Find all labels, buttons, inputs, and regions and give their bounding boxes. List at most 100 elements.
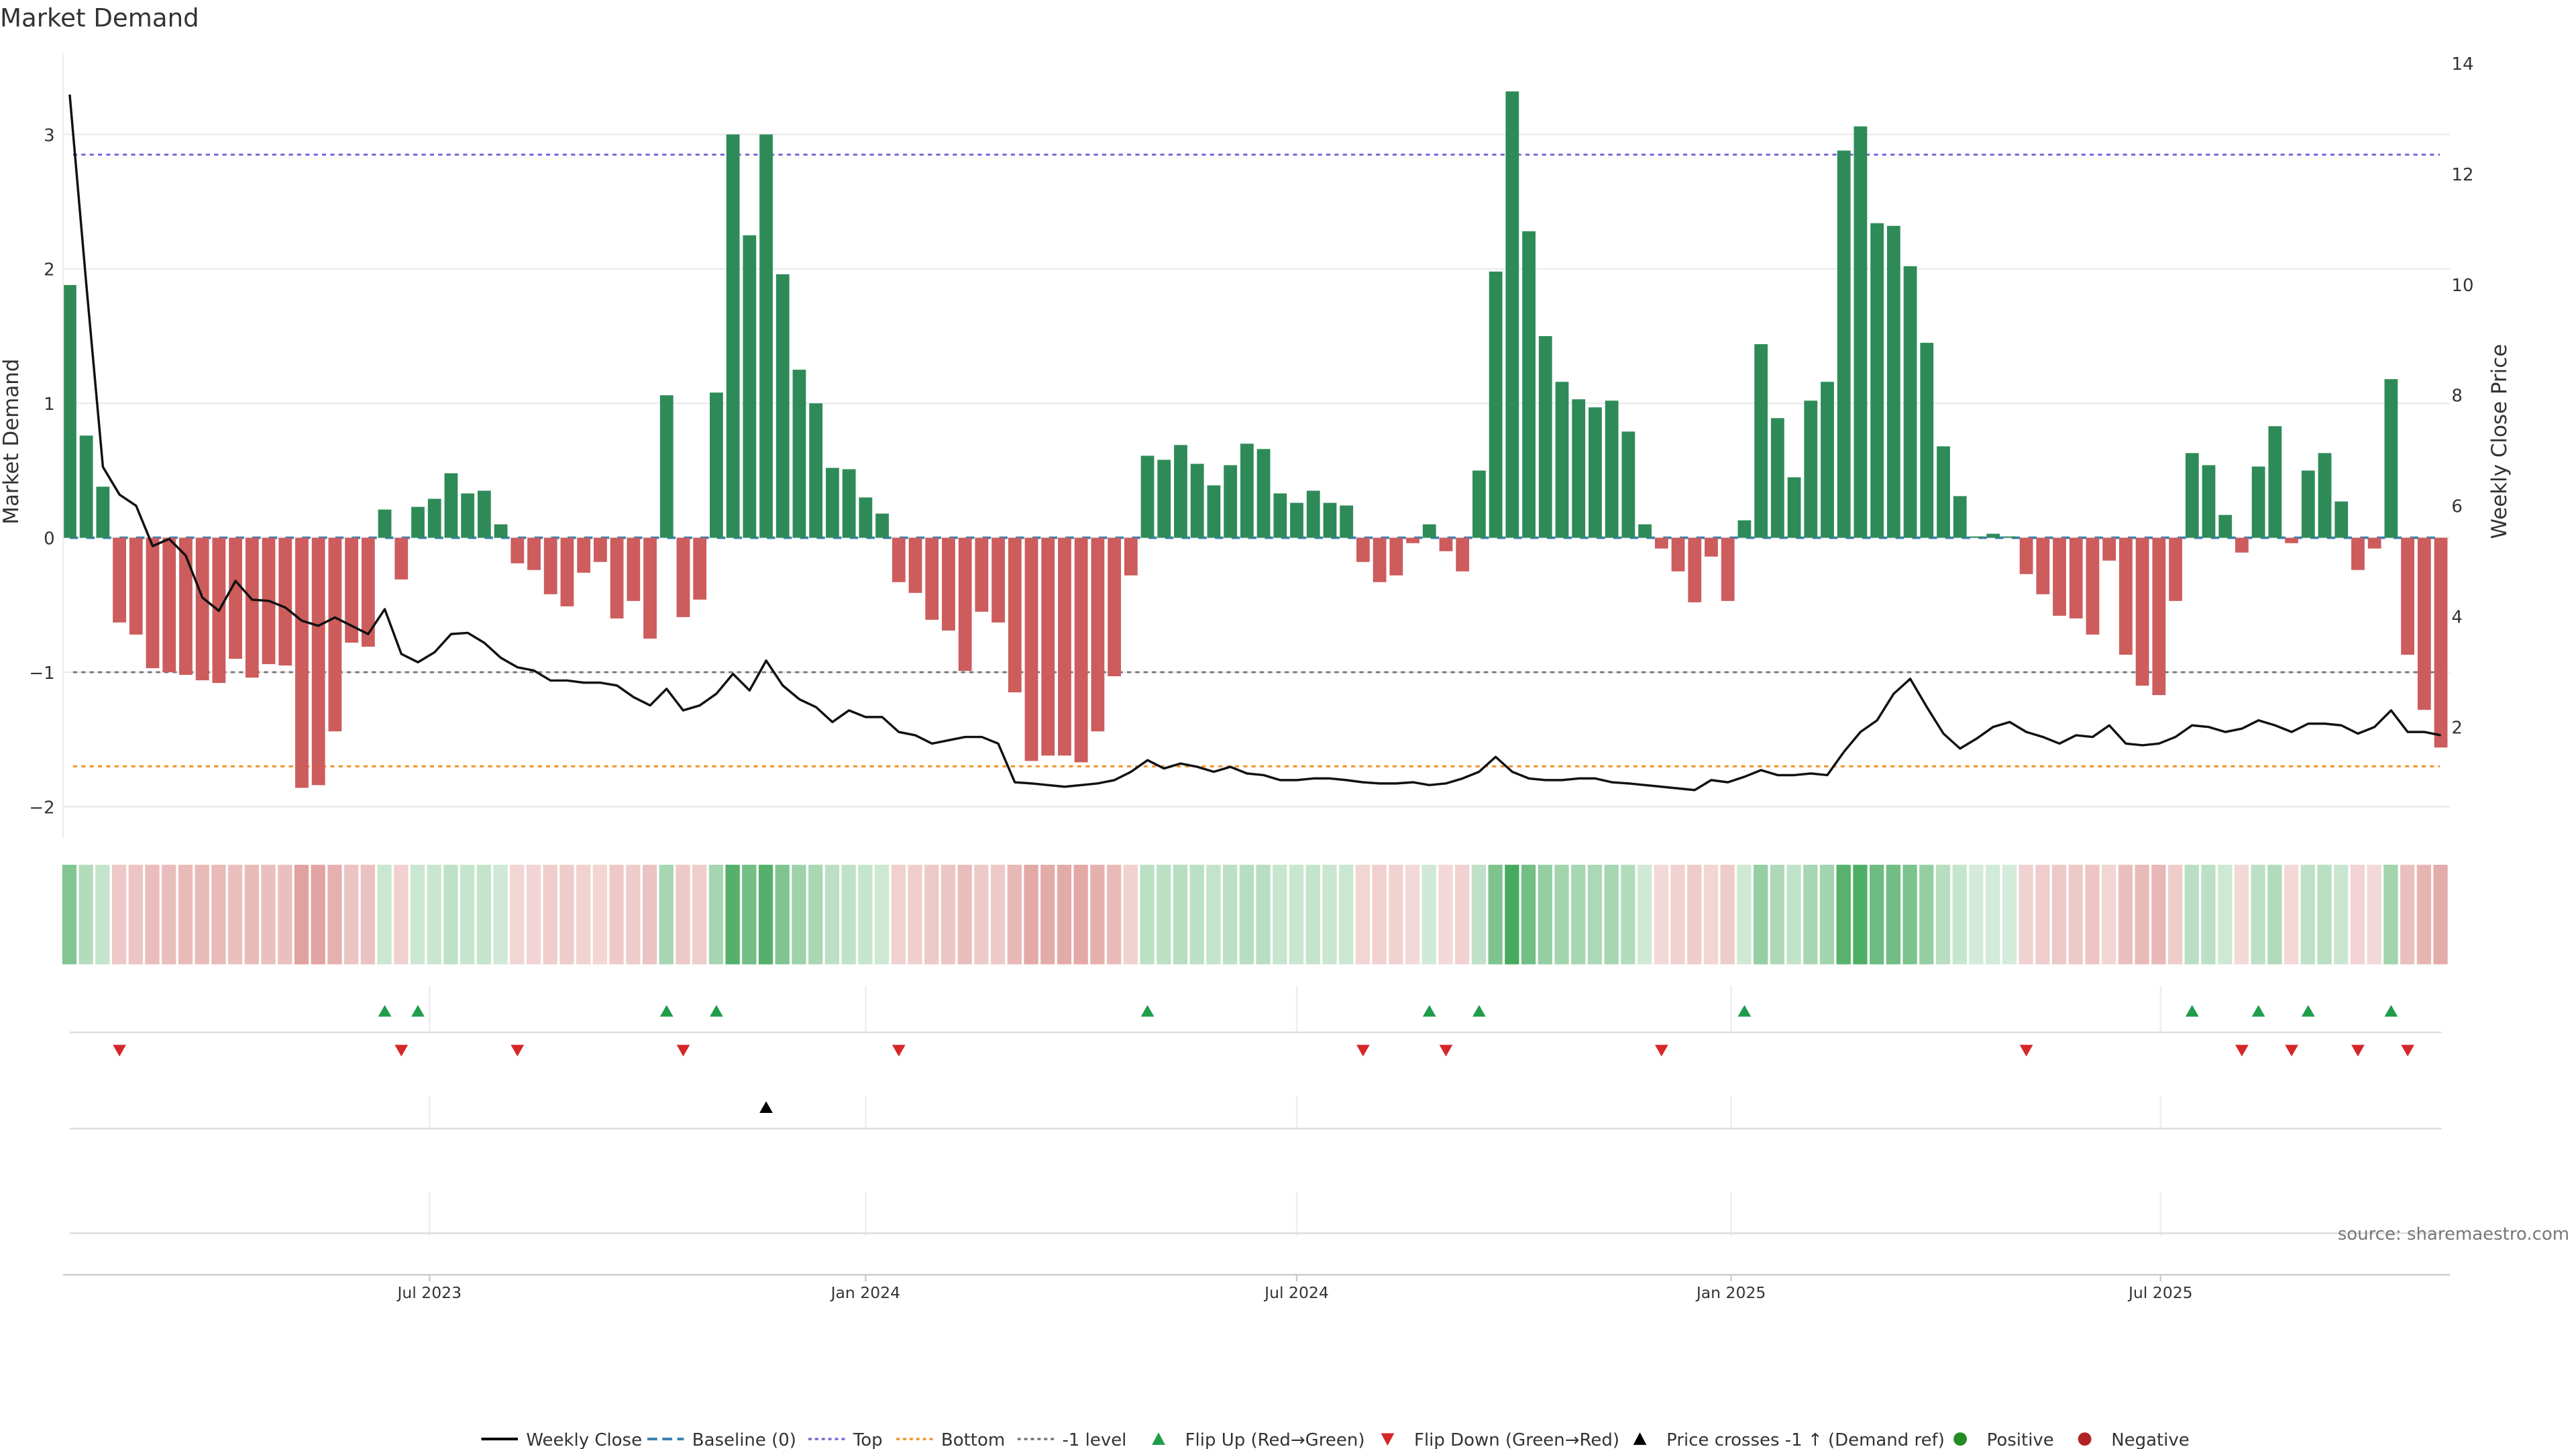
heat-strip-cell	[1273, 865, 1287, 965]
heat-strip-cell	[742, 865, 757, 965]
heat-strip-cell	[195, 865, 209, 965]
heat-strip-cell	[1173, 865, 1188, 965]
heat-strip-cell	[2035, 865, 2050, 965]
demand-bar	[2318, 453, 2332, 538]
demand-bar	[809, 403, 823, 538]
heat-strip-cell	[559, 865, 574, 965]
heat-strip-cell	[1123, 865, 1138, 965]
y-axis-label: Market Demand	[0, 359, 23, 525]
y2-axis-label: Weekly Close Price	[2487, 344, 2512, 539]
flip-down-marker	[1654, 1044, 1668, 1057]
legend-label: Baseline (0)	[692, 1430, 796, 1449]
legend-triangle-up-icon	[1633, 1432, 1647, 1445]
heat-strip-cell	[1073, 865, 1088, 965]
demand-bar	[693, 537, 707, 600]
legend-label: Positive	[1987, 1430, 2054, 1449]
flip-up-marker	[411, 1005, 425, 1017]
demand-bar	[1489, 271, 1503, 538]
heat-strip-cell	[1289, 865, 1304, 965]
demand-bar	[1290, 502, 1303, 538]
heat-strip-cell	[592, 865, 608, 965]
flip-down-marker	[2019, 1044, 2033, 1057]
demand-bar	[1605, 400, 1619, 538]
x-tick-label: Jul 2023	[396, 1283, 462, 1302]
x-tick-label: Jul 2025	[2127, 1283, 2193, 1302]
demand-bar	[1953, 496, 1967, 538]
demand-bar	[1340, 505, 1354, 538]
demand-bar	[1024, 537, 1038, 761]
heat-strip-cell	[2300, 865, 2315, 965]
heat-strip-cell	[1538, 865, 1552, 965]
heat-strip-cell	[1521, 865, 1536, 965]
flip-down-marker	[2351, 1044, 2365, 1057]
demand-bar	[1041, 537, 1055, 756]
chart-title: Market Demand	[0, 4, 199, 33]
heat-strip-cell	[2201, 865, 2216, 965]
heat-strip-cell	[111, 865, 127, 965]
heat-strip-cell	[311, 865, 325, 965]
demand-bar	[1058, 537, 1071, 756]
demand-bar	[1273, 493, 1287, 538]
demand-bar	[394, 537, 409, 580]
demand-bar	[1986, 533, 2000, 538]
demand-bar	[527, 537, 541, 570]
heat-strip-cell	[244, 865, 259, 965]
heat-strip-cell	[1770, 865, 1784, 965]
heat-strip-cell	[1206, 865, 1221, 965]
demand-bar	[1439, 537, 1453, 551]
demand-bar	[1721, 537, 1735, 601]
demand-bar	[925, 537, 939, 620]
gridlines	[63, 133, 2450, 1237]
heat-strip-cell	[874, 865, 890, 965]
demand-bar	[1886, 225, 1900, 538]
demand-bar	[1306, 490, 1320, 538]
heat-strip-cell	[460, 865, 475, 965]
demand-bar	[1688, 537, 1702, 602]
legend-item: Positive	[1953, 1430, 2054, 1449]
demand-bar	[2251, 466, 2265, 538]
heat-strip-cell	[1471, 865, 1487, 965]
demand-bar	[1373, 537, 1387, 582]
heat-strip-cell	[659, 865, 674, 965]
y-tick-label: −2	[29, 798, 54, 818]
weekly-close-line	[68, 94, 2441, 792]
signal-markers	[113, 1005, 2414, 1113]
heat-strip-cell	[377, 865, 392, 965]
heat-strip-cell	[1157, 865, 1171, 965]
heat-strip-cell	[1869, 865, 1884, 965]
demand-bar	[2334, 501, 2349, 538]
heat-strip-cell	[510, 865, 525, 965]
demand-bar	[958, 537, 972, 672]
heat-strip-cell	[858, 865, 873, 965]
reference-levels	[69, 153, 2444, 767]
heat-strip-cell	[1604, 865, 1619, 965]
flip-up-marker	[1737, 1005, 1752, 1017]
demand-bar	[543, 537, 557, 594]
heat-strip-cell	[1720, 865, 1735, 965]
demand-bar	[1787, 477, 1801, 538]
legend-circle-icon	[2078, 1432, 2092, 1446]
heat-strip-cell	[427, 865, 441, 965]
demand-bar	[2002, 536, 2017, 538]
heat-strip-cell	[1488, 865, 1503, 965]
demand-bar	[1190, 464, 1204, 538]
flip-up-marker	[1472, 1005, 1486, 1017]
demand-bar	[1621, 431, 1635, 538]
heat-strip-cell	[327, 865, 342, 965]
demand-bar	[477, 490, 491, 538]
demand-bar	[96, 486, 110, 538]
demand-bar	[2152, 537, 2166, 696]
heat-strip-cell	[1438, 865, 1453, 965]
demand-bar	[1522, 231, 1536, 538]
heat-strip-cell	[2350, 865, 2365, 965]
heat-strip-cell	[394, 865, 409, 965]
demand-bar	[1456, 537, 1470, 572]
heat-strip-cell	[775, 865, 790, 965]
demand-bar	[2202, 465, 2216, 538]
demand-bar	[1804, 400, 1818, 538]
legend-item: Weekly Close	[481, 1430, 642, 1449]
demand-bar	[2019, 537, 2033, 574]
heat-strip-cell	[708, 865, 724, 965]
demand-bar	[2367, 537, 2381, 549]
demand-bar	[2069, 537, 2083, 619]
